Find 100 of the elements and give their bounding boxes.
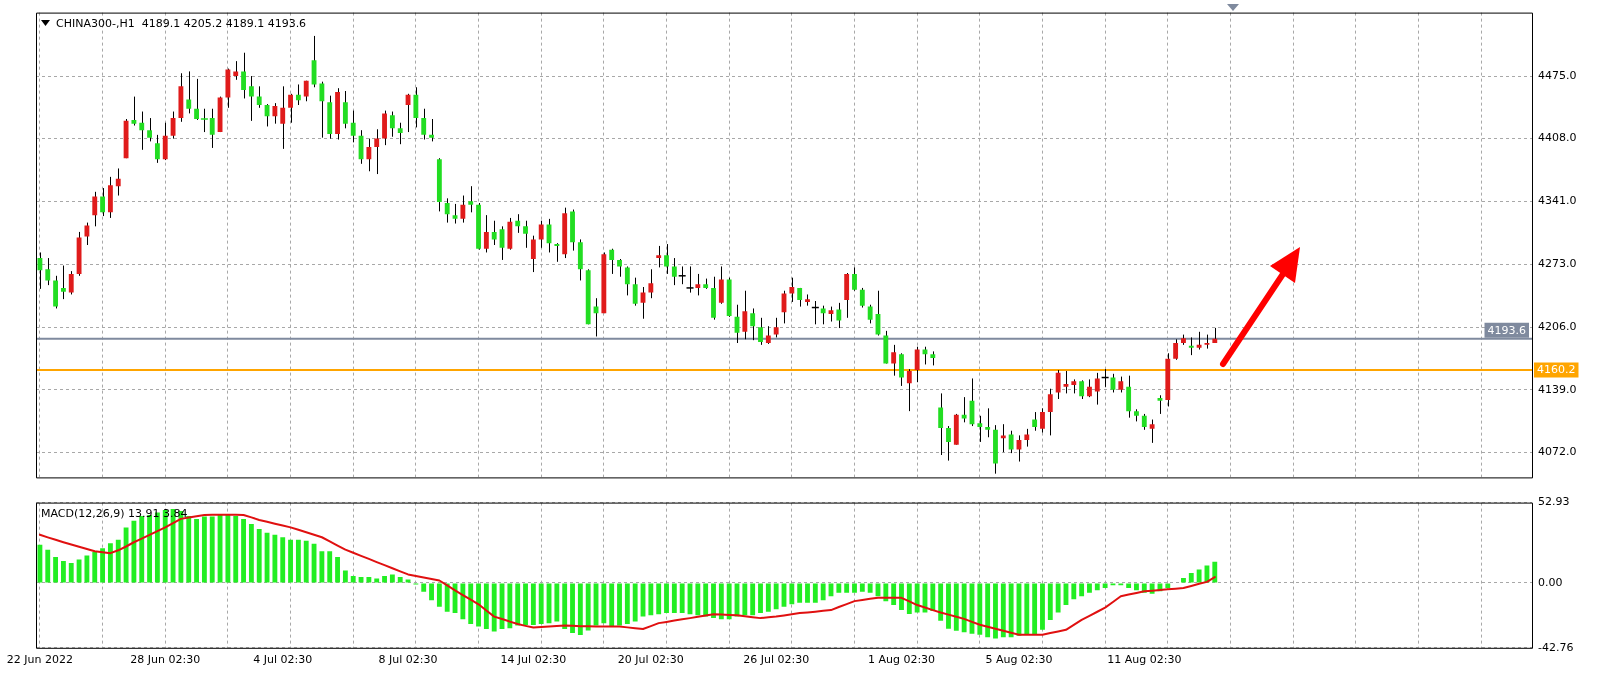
candlestick xyxy=(1040,407,1045,434)
bar xyxy=(977,583,983,635)
bar xyxy=(961,583,967,633)
bar xyxy=(523,583,528,626)
candlestick xyxy=(750,307,756,341)
bar xyxy=(679,583,685,614)
candlestick xyxy=(867,304,873,324)
candlestick xyxy=(45,257,51,286)
bar xyxy=(186,516,192,583)
bar xyxy=(350,575,356,583)
candlestick xyxy=(342,90,348,129)
candlestick xyxy=(60,265,66,300)
bar xyxy=(648,583,654,616)
candlestick xyxy=(624,265,630,296)
bar xyxy=(726,583,732,620)
bar xyxy=(397,577,403,583)
bar xyxy=(288,539,293,583)
bar xyxy=(554,583,560,622)
candlestick xyxy=(256,85,262,109)
bar xyxy=(272,534,278,583)
candlestick xyxy=(209,108,215,149)
bar xyxy=(812,583,818,603)
bar xyxy=(201,516,207,583)
x-tick-label: 28 Jun 02:30 xyxy=(130,653,201,667)
bar xyxy=(711,583,716,619)
bar xyxy=(436,583,442,607)
bar xyxy=(429,583,434,601)
x-tick-label: 11 Aug 02:30 xyxy=(1107,653,1182,667)
bar xyxy=(319,551,325,583)
candlestick xyxy=(319,81,325,139)
bar xyxy=(609,583,615,627)
bar xyxy=(530,583,536,626)
candlestick xyxy=(100,187,105,217)
candlestick xyxy=(397,122,403,145)
bar xyxy=(585,583,591,631)
bar xyxy=(76,559,82,583)
x-tick-label: 4 Jul 02:30 xyxy=(253,653,313,667)
candlestick xyxy=(1032,411,1038,432)
bar xyxy=(107,543,113,583)
bar xyxy=(671,583,677,614)
bar xyxy=(656,583,662,615)
candlestick xyxy=(131,96,137,127)
candlestick xyxy=(241,52,246,99)
bar xyxy=(68,563,74,583)
candlestick xyxy=(977,415,983,443)
candlestick xyxy=(891,344,897,377)
x-tick-label: 20 Jul 02:30 xyxy=(617,653,684,667)
candlestick xyxy=(429,118,434,142)
bar xyxy=(1188,573,1194,583)
bar xyxy=(280,537,286,583)
candlestick xyxy=(1094,372,1100,406)
candlestick xyxy=(671,257,677,286)
bar xyxy=(389,574,395,583)
bar xyxy=(836,583,842,593)
bar xyxy=(1008,583,1014,638)
candlestick xyxy=(288,93,293,124)
candlestick xyxy=(1000,423,1006,453)
candlestick xyxy=(523,220,528,249)
candlestick xyxy=(859,287,865,309)
bar xyxy=(953,583,959,631)
candlestick xyxy=(491,220,497,246)
bar xyxy=(985,583,991,638)
bar xyxy=(483,583,489,630)
x-tick-label: 26 Jul 02:30 xyxy=(743,653,810,667)
ref-line-label: 4160.2 xyxy=(1537,363,1576,377)
candlestick xyxy=(836,302,842,329)
bar xyxy=(632,583,638,622)
bar xyxy=(750,583,756,616)
bar xyxy=(852,583,857,593)
x-tick-label: 5 Aug 02:30 xyxy=(985,653,1053,667)
bar xyxy=(1087,583,1092,593)
bar xyxy=(938,583,944,621)
bar xyxy=(1094,583,1100,591)
bar xyxy=(867,583,873,593)
candlestick xyxy=(1079,379,1085,400)
y-tick-label: 4072.0 xyxy=(1538,445,1577,459)
bar xyxy=(805,583,810,603)
candlestick xyxy=(554,242,560,263)
candlestick xyxy=(444,197,450,224)
bar xyxy=(617,583,622,626)
bar xyxy=(1071,583,1077,600)
bar xyxy=(115,539,121,583)
bar xyxy=(37,544,43,583)
bar xyxy=(624,583,630,625)
bar xyxy=(538,583,544,625)
bar xyxy=(60,561,66,583)
candlestick xyxy=(413,86,419,128)
candlestick xyxy=(92,191,98,227)
candlestick xyxy=(820,305,826,325)
bar xyxy=(45,549,51,583)
bar xyxy=(241,518,246,583)
candlestick xyxy=(656,245,662,268)
candlestick xyxy=(1173,338,1179,361)
bar xyxy=(225,514,231,583)
ref-line-label: 4193.6 xyxy=(1487,323,1527,337)
candlestick xyxy=(742,290,748,340)
bar xyxy=(1196,569,1202,583)
bar xyxy=(303,540,309,583)
bar xyxy=(914,583,920,613)
bar xyxy=(209,516,215,583)
